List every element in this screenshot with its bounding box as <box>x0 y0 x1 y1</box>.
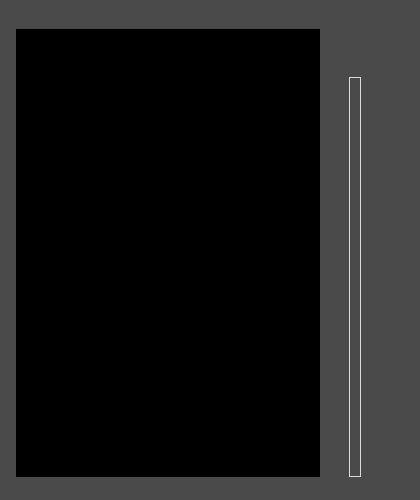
land-greenland <box>148 295 212 401</box>
ice-okhotsk <box>102 39 166 179</box>
pole-hole <box>161 252 183 274</box>
land-labrador <box>16 389 100 477</box>
land-russia <box>16 29 320 149</box>
ice-greenland-sea <box>192 305 232 403</box>
ice-bering <box>56 173 102 215</box>
land-iceland <box>234 375 266 397</box>
ice-barents <box>238 225 288 273</box>
map-canvas <box>16 29 320 477</box>
land-alaska-canada <box>16 205 88 391</box>
sea-ice <box>56 39 288 465</box>
concentration-colorbar <box>349 77 361 477</box>
land-north-europe-bottom <box>260 429 320 477</box>
sea-ice-map <box>16 29 320 477</box>
ice-central-arctic <box>74 179 278 419</box>
median-ice-edge-swatch <box>185 460 193 468</box>
land-europe <box>258 241 320 391</box>
land-siberia <box>16 29 124 215</box>
land-masses <box>16 29 320 477</box>
ice-baffin <box>124 399 160 465</box>
